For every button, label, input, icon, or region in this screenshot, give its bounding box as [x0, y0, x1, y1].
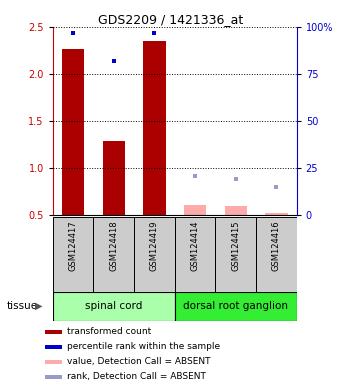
Bar — [265, 213, 287, 215]
Bar — [53, 217, 93, 292]
Bar — [62, 48, 84, 215]
Bar — [53, 292, 175, 321]
Bar — [216, 217, 256, 292]
Text: percentile rank within the sample: percentile rank within the sample — [67, 342, 220, 351]
Text: spinal cord: spinal cord — [85, 301, 143, 311]
Text: GDS2209 / 1421336_at: GDS2209 / 1421336_at — [98, 13, 243, 26]
Bar — [45, 329, 62, 334]
Text: GSM124414: GSM124414 — [191, 221, 199, 271]
Bar — [45, 375, 62, 379]
Bar — [175, 217, 216, 292]
Bar — [224, 206, 247, 215]
Text: transformed count: transformed count — [67, 327, 151, 336]
Text: dorsal root ganglion: dorsal root ganglion — [183, 301, 288, 311]
Text: tissue: tissue — [7, 301, 38, 311]
Text: GSM124415: GSM124415 — [231, 221, 240, 271]
Text: GSM124416: GSM124416 — [272, 221, 281, 271]
Text: GSM124417: GSM124417 — [69, 221, 78, 271]
Text: rank, Detection Call = ABSENT: rank, Detection Call = ABSENT — [67, 372, 206, 381]
Bar — [134, 217, 175, 292]
Bar — [45, 344, 62, 349]
Bar — [175, 292, 297, 321]
Bar — [93, 217, 134, 292]
Text: ▶: ▶ — [35, 301, 43, 311]
Bar — [184, 205, 206, 215]
Bar — [103, 141, 125, 215]
Bar — [256, 217, 297, 292]
Bar — [143, 41, 166, 215]
Text: GSM124419: GSM124419 — [150, 221, 159, 271]
Text: GSM124418: GSM124418 — [109, 221, 118, 271]
Text: value, Detection Call = ABSENT: value, Detection Call = ABSENT — [67, 357, 211, 366]
Bar — [45, 360, 62, 364]
